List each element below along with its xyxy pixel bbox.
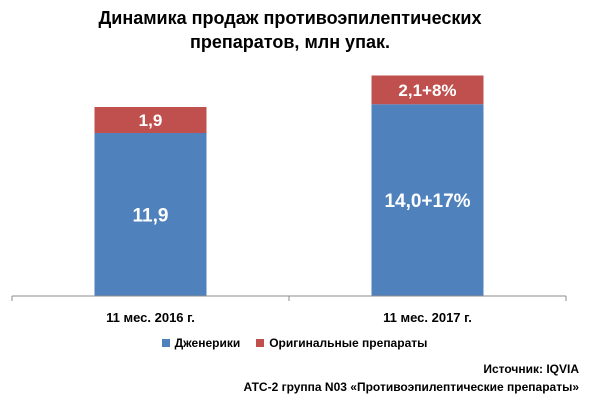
legend-swatch-originals: [256, 339, 265, 347]
chart-title-line2: препаратов, млн упак.: [190, 32, 390, 52]
bar-generics-1: [371, 104, 484, 296]
data-label-originals-0: 1,9: [139, 111, 163, 130]
legend-item-generics: Дженерики: [161, 336, 241, 350]
legend-label-generics: Дженерики: [174, 336, 241, 350]
bar-originals-1: [371, 75, 484, 105]
legend-swatch-generics: [161, 339, 170, 347]
chart-title: Динамика продаж противоэпилептических пр…: [60, 6, 520, 54]
legend: Дженерики Оригинальные препараты: [0, 336, 589, 350]
legend-label-originals: Оригинальные препараты: [269, 336, 428, 350]
data-label-generics-1: 14,0+17%: [384, 191, 470, 212]
bar-generics-0: [94, 133, 207, 296]
bar-originals-0: [94, 106, 207, 134]
x-tick-label-0: 11 мес. 2016 г.: [106, 310, 195, 325]
chart-title-line1: Динамика продаж противоэпилептических: [98, 8, 482, 28]
data-label-originals-1: 2,1+8%: [398, 81, 456, 100]
x-tick-label-1: 11 мес. 2017 г.: [383, 310, 472, 325]
data-label-generics-0: 11,9: [133, 206, 169, 227]
atc-group-line: АТС-2 группа N03 «Противоэпилептические …: [243, 380, 579, 394]
source-line: Источник: IQVIA: [483, 362, 579, 376]
legend-item-originals: Оригинальные препараты: [256, 336, 427, 350]
source-note: Источник: IQVIA АТС-2 группа N03 «Против…: [244, 360, 579, 396]
